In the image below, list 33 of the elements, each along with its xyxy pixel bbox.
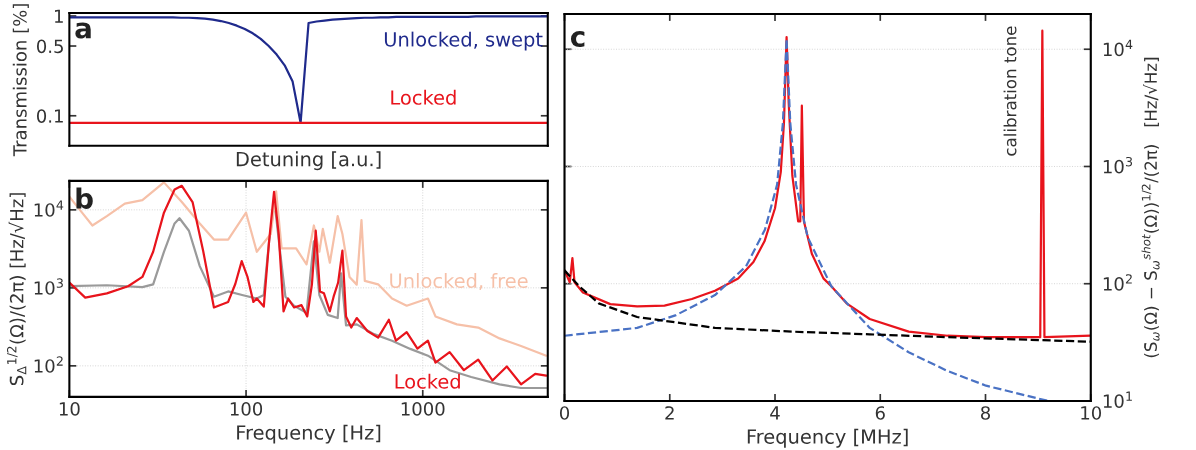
x-tick-label: 1000 [401,402,445,416]
y2-axis-title: (S̄$_{ω}$(Ω) − S̄$_{ω}$$^{shot}$(Ω))$^{1/2}$/(2π) [Hz/√Hz] [1141,57,1160,358]
y-tick-label: 0.1 [36,109,63,123]
x-axis-title: Detuning [a.u.] [236,151,381,171]
annotation: b [76,187,93,209]
x-tick-label: 100 [230,402,263,416]
x-axis-title: Frequency [Hz] [237,424,381,444]
y-tick-label: 0.5 [36,39,63,54]
y-tick-label: 10$^{2}$ [34,356,63,373]
x-axis-title: Frequency [MHz] [747,428,908,448]
y2-tick-label: 10$^{1}$ [1103,391,1132,408]
x-tick-label: 10 [59,402,80,416]
series-label: Unlocked, swept [384,31,543,51]
series-label: Locked [395,373,460,389]
x-tick-label: 8 [980,406,991,420]
y-axis-title: S̄$_{Δ}$$^{1/2}$(Ω)/(2π) [Hz/√Hz] [6,193,27,386]
x-tick-label: 4 [770,406,780,420]
annotation: calibration tone [1003,26,1017,156]
annotation: a [75,22,91,39]
y2-tick-label: 10$^{2}$ [1103,274,1132,291]
series-label: Locked [391,89,456,105]
series-label: Unlocked, free [390,273,528,291]
annotation: c [570,31,585,48]
y2-tick-label: 10$^{4}$ [1103,39,1133,57]
y2-tick-label: 10$^{3}$ [1103,156,1133,174]
y-tick-label: 1 [55,9,63,23]
y-tick-label: 10$^{4}$ [34,200,64,217]
x-tick-label: 10 [1081,406,1102,420]
x-tick-label: 6 [875,406,885,420]
x-tick-label: 0 [559,406,570,420]
y-axis-title: Transmission [%] [12,4,29,157]
y-tick-label: 10$^{3}$ [34,278,63,295]
x-tick-label: 2 [665,406,674,420]
